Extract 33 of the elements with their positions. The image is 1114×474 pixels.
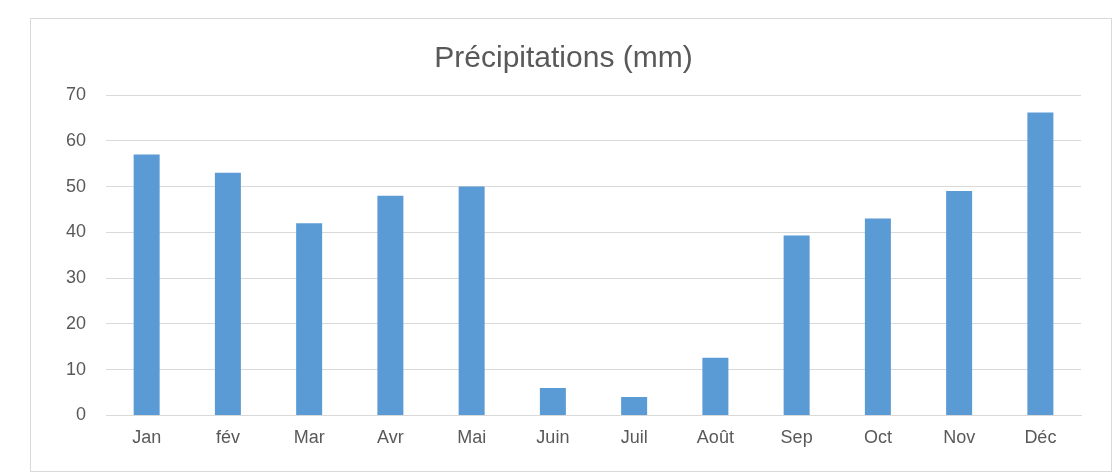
bar [783,235,810,415]
bar [946,191,973,415]
bar [702,357,729,415]
x-tick-label: Mai [457,427,487,448]
bar [214,172,241,415]
x-tick-label: Jan [132,427,162,448]
x-tick-label: Nov [943,427,976,448]
x-tick-label: Avr [377,427,404,448]
x-tick-label: Sep [780,427,813,448]
x-tick-label: Juin [536,427,570,448]
bar [621,397,648,415]
x-tick-label: Juil [620,427,648,448]
bar [133,154,160,415]
x-tick-label: Oct [863,427,892,448]
x-tick-label: fév [215,427,240,448]
bar [296,223,323,415]
y-tick-label: 50 [65,175,87,196]
x-tick-label: Déc [1024,427,1057,448]
y-tick-label: 20 [65,312,87,333]
y-tick-label: 40 [65,221,87,242]
y-tick-label: 60 [65,129,87,150]
bar [539,387,566,415]
y-tick-label: 10 [65,358,87,379]
bar [458,186,485,415]
bar [1027,112,1054,415]
y-tick-label: 70 [65,83,87,104]
y-tick-label: 30 [65,267,87,288]
x-tick-label: Août [696,427,734,448]
chart-title: Précipitations (mm) [434,40,693,74]
bar [377,195,404,415]
y-tick-label: 0 [76,404,87,425]
bar [864,218,891,415]
x-tick-label: Mar [293,427,325,448]
